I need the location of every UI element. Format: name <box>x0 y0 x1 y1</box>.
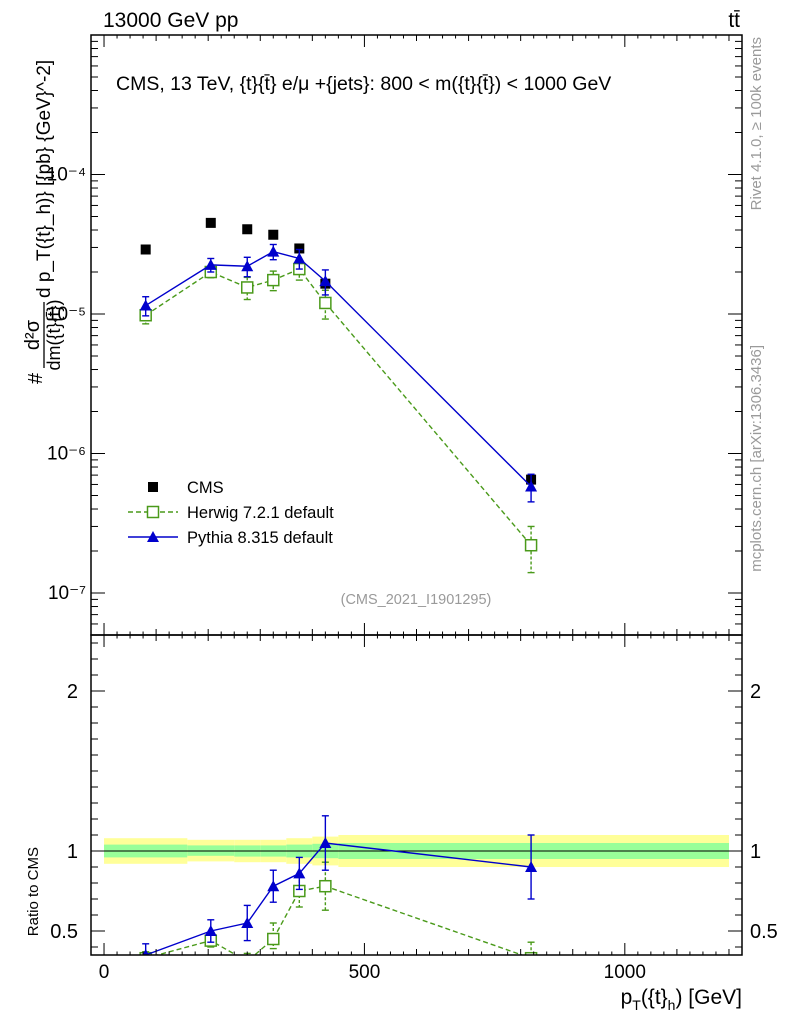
main-pythia-point <box>267 245 280 257</box>
ratio-herwig-point <box>267 932 280 946</box>
ratio-pythia-point <box>319 837 332 848</box>
mcplots-label: mcplots.cern.ch [arXiv:1306.3436] <box>748 345 765 572</box>
y-label-denominator: dm({t}{t̄}) <box>44 299 64 370</box>
ratio-y-tick-label-right: 0.5 <box>750 921 778 943</box>
main-data-point <box>205 217 216 228</box>
main-pythia-point <box>319 275 332 287</box>
ratio-pythia-point <box>241 917 254 928</box>
main-data-point <box>294 243 305 254</box>
x-tick-label: 500 <box>349 962 381 983</box>
ratio-y-axis-label: Ratio to CMS <box>25 847 42 936</box>
main-herwig-point <box>267 273 280 287</box>
main-data-point <box>268 229 279 240</box>
ratio-pythia-point <box>142 949 149 955</box>
main-pythia-point <box>241 260 254 272</box>
svg-text:#: # <box>25 372 47 384</box>
x-label-post: ) [GeV] <box>675 986 742 1009</box>
y-tick-label: 10⁻⁷ <box>48 583 86 604</box>
axis-tick-labels: 0 500 1000 10⁻⁷ 10⁻⁶ 10⁻⁵ 10⁻⁴ 0.5 0.5 1 1 2 2 <box>47 165 778 983</box>
main-pythia-point <box>204 258 217 270</box>
x-label-sub-h: h <box>668 997 676 1013</box>
main-y-axis-label: # d²σ dm({t}{t̄}) d p_T({t}_h)} [{pb} {G… <box>22 60 64 384</box>
legend-label-data: CMS <box>187 479 224 497</box>
main-data-point <box>242 224 253 235</box>
y-label-rest: d p_T({t}_h)} [{pb} {GeV}^-2] <box>34 60 55 298</box>
x-tick-label: 0 <box>99 962 110 983</box>
main-data-point <box>140 244 151 255</box>
header-left-label: 13000 GeV pp <box>103 9 238 32</box>
main-pythia-point <box>525 480 538 492</box>
legend-label-herwig: Herwig 7.2.1 default <box>187 504 334 522</box>
main-herwig-point <box>524 538 538 552</box>
ratio-herwig-point <box>319 879 332 893</box>
legend-marker-pythia <box>147 531 159 542</box>
ratio-y-tick-label: 2 <box>67 681 78 703</box>
x-axis-label: pT({t}h) [GeV] <box>621 986 742 1013</box>
main-herwig-point <box>240 281 254 294</box>
main-pythia-point <box>293 252 306 264</box>
rivet-version-label: Rivet 4.1.0, ≥ 100k events <box>748 37 765 210</box>
axis-ticks <box>91 34 742 955</box>
x-label-sub-t: T <box>632 997 641 1013</box>
legend-marker-data <box>148 482 158 492</box>
ratio-pythia-point <box>267 880 280 892</box>
ratio-herwig-point <box>524 951 538 955</box>
x-label-p: p <box>621 986 633 1009</box>
ratio-y-tick-label-right: 1 <box>750 841 761 863</box>
legend: CMS Herwig 7.2.1 default Pythia 8.315 defa… <box>128 479 334 547</box>
ratio-y-tick-label: 0.5 <box>50 921 78 943</box>
ratio-plot-frame <box>90 634 743 956</box>
x-label-mid: ({t} <box>641 986 668 1009</box>
y-tick-label: 10⁻⁶ <box>47 444 86 465</box>
main-pythia-point <box>139 299 152 311</box>
ratio-herwig-line <box>154 885 525 955</box>
y-label-numerator: d²σ <box>22 319 44 350</box>
x-tick-label: 1000 <box>604 962 646 983</box>
y-label-hash: # <box>25 372 47 384</box>
chart-title: CMS, 13 TeV, {t}{t̄} e/μ +{jets}: 800 < … <box>116 73 611 95</box>
ratio-herwig-point <box>242 956 253 967</box>
ratio-pythia-point <box>525 861 538 872</box>
legend-marker-herwig <box>146 505 160 519</box>
ratio-y-tick-label-right: 2 <box>750 681 761 703</box>
legend-label-pythia: Pythia 8.315 default <box>187 529 333 547</box>
header-right-label: tt̄ <box>728 9 740 32</box>
main-plot-series <box>139 217 538 574</box>
ratio-y-tick-label: 1 <box>67 841 78 863</box>
main-pythia-line <box>145 250 532 488</box>
y-tick-label: 10⁻⁴ <box>47 165 86 186</box>
y-tick-label: 10⁻⁵ <box>47 304 86 325</box>
ratio-pythia-point <box>204 925 217 936</box>
ratio-plot-series <box>139 815 538 967</box>
ratio-pythia-point <box>293 867 306 879</box>
analysis-watermark: (CMS_2021_I1901295) <box>341 592 492 608</box>
main-herwig-point <box>319 296 332 310</box>
